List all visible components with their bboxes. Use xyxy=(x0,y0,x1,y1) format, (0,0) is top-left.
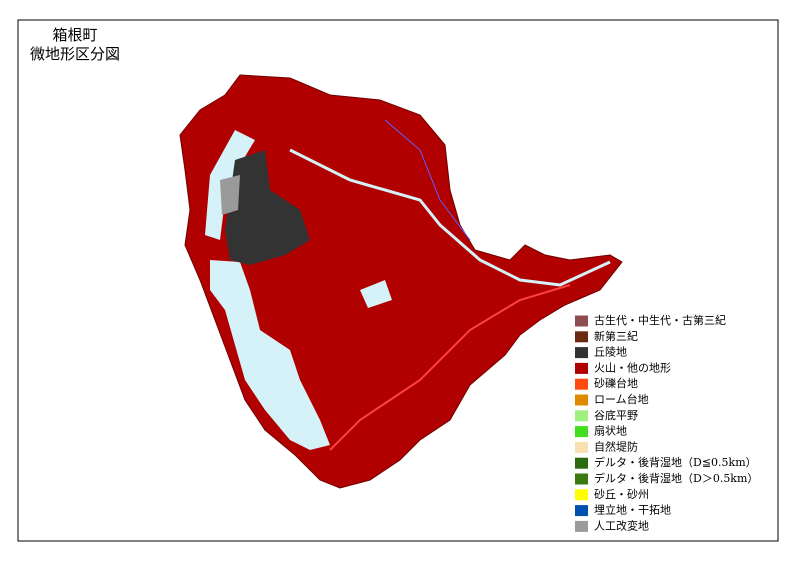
legend-label: 自然堤防 xyxy=(594,439,638,453)
legend-label: 新第三紀 xyxy=(594,329,638,343)
legend-label: ローム台地 xyxy=(594,392,649,406)
pond xyxy=(360,280,392,308)
legend-label: 砂丘・砂州 xyxy=(594,488,649,501)
legend-label: 人工改変地 xyxy=(594,518,649,532)
legend-swatch xyxy=(575,347,588,359)
legend-label: 埋立地・干拓地 xyxy=(594,503,671,517)
legend-swatch xyxy=(575,473,588,485)
map-title: 箱根町 xyxy=(52,26,97,44)
legend-swatch xyxy=(575,331,588,343)
legend-swatch xyxy=(575,410,588,422)
legend-swatch xyxy=(575,394,588,406)
legend-label: デルタ・後背湿地（D≦0.5km） xyxy=(594,455,757,469)
legend-swatch xyxy=(575,457,588,469)
artificial-area xyxy=(220,175,240,215)
legend-swatch xyxy=(575,378,588,390)
road xyxy=(329,284,571,451)
legend-swatch xyxy=(575,362,588,374)
map-subtitle: 微地形区分図 xyxy=(30,45,120,63)
legend-label: 古生代・中生代・古第三紀 xyxy=(594,313,726,327)
legend-swatch xyxy=(575,426,588,438)
legend-swatch xyxy=(575,505,588,517)
legend: 古生代・中生代・古第三紀新第三紀丘陵地火山・他の地形砂礫台地ローム台地谷底平野扇… xyxy=(575,313,758,532)
legend-swatch xyxy=(575,489,588,501)
legend-label: 砂礫台地 xyxy=(594,376,638,390)
legend-label: 谷底平野 xyxy=(594,408,638,422)
river-valley xyxy=(289,148,611,287)
lake-ashi xyxy=(210,260,330,450)
legend-label: デルタ・後背湿地（D＞0.5km） xyxy=(594,471,758,485)
legend-swatch xyxy=(575,520,588,532)
terrain xyxy=(179,74,623,489)
stream xyxy=(384,119,471,241)
legend-label: 火山・他の地形 xyxy=(594,361,671,374)
legend-swatch xyxy=(575,315,588,327)
legend-label: 丘陵地 xyxy=(594,346,627,359)
legend-label: 扇状地 xyxy=(594,424,627,438)
hill-area xyxy=(225,150,310,265)
legend-swatch xyxy=(575,441,588,453)
